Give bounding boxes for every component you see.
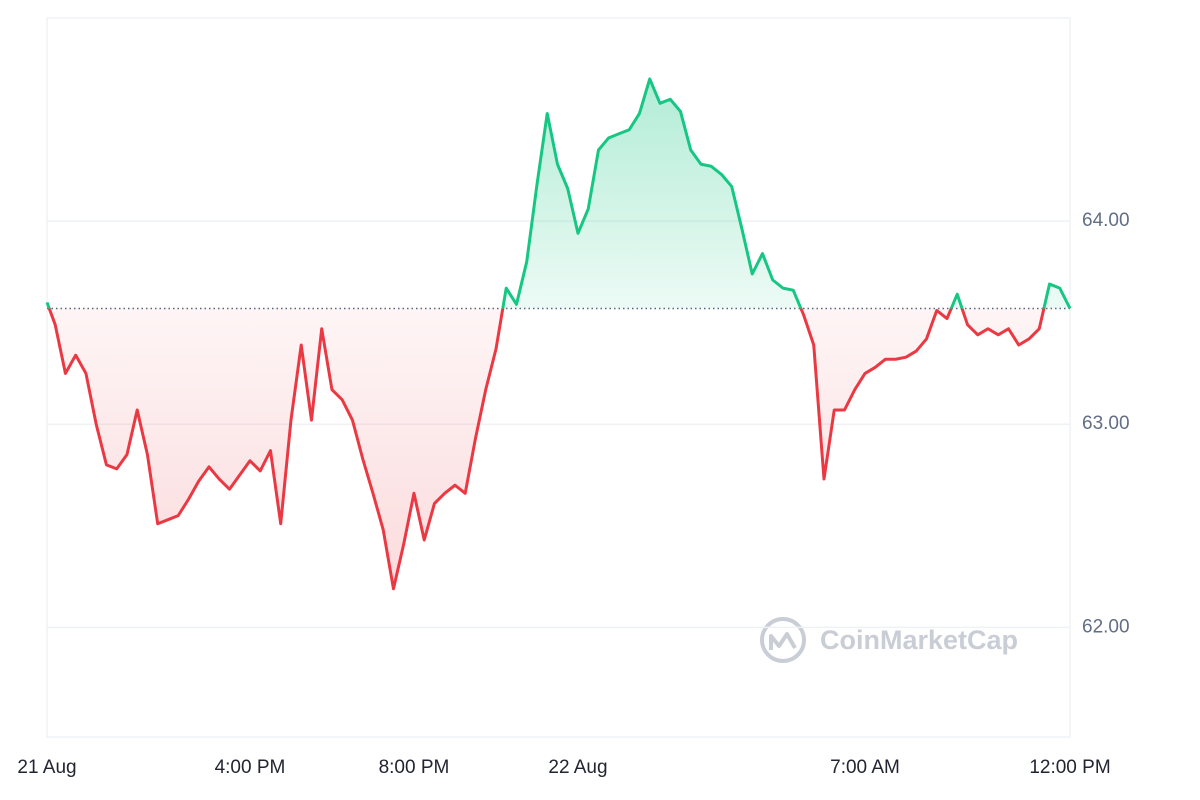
x-tick-label: 12:00 PM	[1029, 757, 1110, 778]
plot-frame	[46, 17, 1071, 738]
x-tick-label: 4:00 PM	[215, 757, 286, 778]
price-line	[45, 77, 1072, 591]
y-tick-label: 64.00	[1082, 210, 1130, 231]
x-tick-label: 7:00 AM	[830, 757, 900, 778]
area-fill	[47, 78, 1070, 589]
y-tick-label: 63.00	[1082, 413, 1130, 434]
watermark: CoinMarketCap	[820, 625, 1018, 655]
y-tick-label: 62.00	[1082, 616, 1130, 637]
watermark-logo	[760, 617, 806, 663]
x-tick-label: 8:00 PM	[379, 757, 450, 778]
x-tick-label: 21 Aug	[17, 757, 76, 778]
x-tick-label: 22 Aug	[548, 757, 607, 778]
